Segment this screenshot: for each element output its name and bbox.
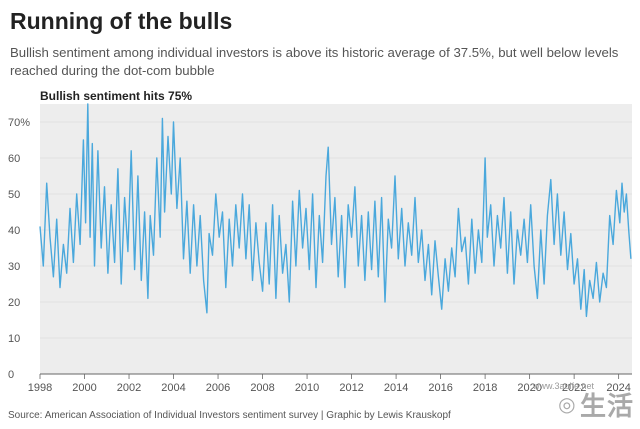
- x-tick-label: 2004: [161, 382, 185, 394]
- y-axis: 0 10 20 30 40 50 60 70%: [8, 117, 30, 381]
- x-tick-label: 2000: [72, 382, 96, 394]
- x-tick-label: 2022: [562, 382, 586, 394]
- y-tick-label: 20: [8, 297, 20, 309]
- chart-subtitle: Bullish sentiment among individual inves…: [10, 45, 619, 78]
- x-tick-label: 2012: [339, 382, 363, 394]
- x-tick-label: 2014: [384, 382, 408, 394]
- y-tick-label: 40: [8, 225, 20, 237]
- x-tick-label: 2024: [606, 382, 630, 394]
- y-tick-label: 70%: [8, 117, 30, 129]
- x-tick-label: 2018: [473, 382, 497, 394]
- x-axis: 1998 2000 2002 2004 2006 2008 2010 2012 2014 2016…: [28, 374, 631, 394]
- x-tick-label: 2002: [117, 382, 141, 394]
- x-tick-label: 2016: [428, 382, 452, 394]
- source-note: Source: American Association of Individu…: [8, 410, 451, 421]
- y-tick-label: 50: [8, 189, 20, 201]
- watermark-logo-icon: ◎: [558, 394, 576, 416]
- x-tick-label: 1998: [28, 382, 52, 394]
- series-line-bullish-sentiment: [39, 103, 632, 318]
- chart-title: Running of the bulls: [10, 8, 233, 34]
- x-tick-label: 2010: [295, 382, 319, 394]
- y-tick-label: 10: [8, 333, 20, 345]
- y-tick-label: 60: [8, 153, 20, 165]
- watermark: www.3aulfe.net ◎ 生活: [533, 381, 634, 423]
- watermark-text: 生活: [579, 391, 634, 421]
- y-tick-label: 30: [8, 261, 20, 273]
- x-tick-label: 2008: [250, 382, 274, 394]
- x-tick-label: 2020: [517, 382, 541, 394]
- y-tick-label: 0: [8, 369, 14, 381]
- x-tick-label: 2006: [206, 382, 230, 394]
- chart-annotation: Bullish sentiment hits 75%: [40, 89, 193, 103]
- watermark-url: www.3aulfe.net: [532, 381, 594, 391]
- gridlines: [40, 121, 632, 339]
